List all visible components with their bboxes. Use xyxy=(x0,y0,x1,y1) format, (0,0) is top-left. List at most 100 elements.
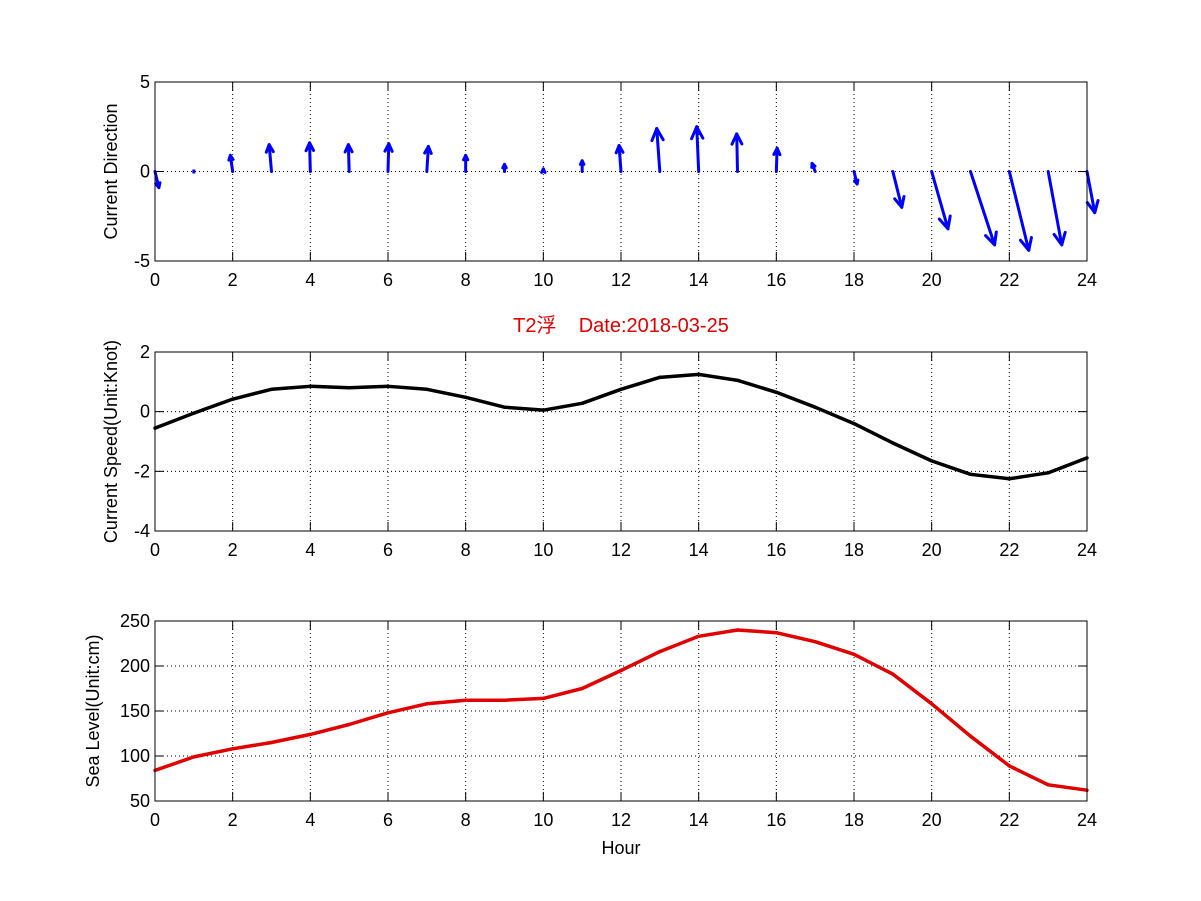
data-point xyxy=(852,652,856,656)
arrow-shaft xyxy=(735,132,739,173)
direction-arrow xyxy=(264,143,275,173)
data-point xyxy=(463,395,468,400)
direction-arrow xyxy=(578,159,586,173)
x-tick-label: 2 xyxy=(228,270,238,290)
arrow-shaft xyxy=(655,127,662,173)
arrow-head xyxy=(462,153,470,162)
data-point xyxy=(1046,783,1050,787)
x-tick-label: 6 xyxy=(383,270,393,290)
direction-arrow xyxy=(383,142,394,173)
arrow-head xyxy=(154,181,162,190)
direction-arrow xyxy=(772,146,782,173)
x-axis-label: Hour xyxy=(601,838,640,858)
x-tick-label: 4 xyxy=(305,810,315,830)
y-tick-label: -4 xyxy=(134,521,150,541)
x-tick-label: 22 xyxy=(999,810,1019,830)
data-point xyxy=(541,696,546,701)
y-axis-label: Current Speed(Unit:Knot) xyxy=(101,340,121,543)
arrow-head xyxy=(984,230,998,247)
data-point xyxy=(347,386,351,390)
arrow-shaft xyxy=(695,125,701,173)
arrow-shaft xyxy=(1007,170,1031,252)
y-tick-label: 0 xyxy=(140,402,150,422)
y-tick-label: 2 xyxy=(140,342,150,362)
data-point xyxy=(541,408,546,412)
x-tick-label: 22 xyxy=(999,270,1019,290)
arrow-head xyxy=(1085,199,1100,215)
arrow-shaft xyxy=(1046,170,1064,247)
x-tick-label: 2 xyxy=(228,810,238,830)
x-tick-label: 24 xyxy=(1077,270,1097,290)
arrow-shaft xyxy=(267,143,273,173)
data-point xyxy=(735,378,740,383)
arrow-head xyxy=(853,178,860,186)
data-point xyxy=(308,732,313,737)
data-point xyxy=(192,411,196,415)
arrow-head xyxy=(650,127,665,143)
arrow-shaft xyxy=(386,142,391,173)
direction-arrow xyxy=(810,161,817,173)
x-tick-label: 16 xyxy=(766,810,786,830)
direction-arrow xyxy=(501,162,508,173)
data-point xyxy=(386,384,390,389)
data-point xyxy=(192,755,196,759)
y-tick-label: 200 xyxy=(120,656,150,676)
arrow-shaft xyxy=(969,170,997,247)
x-tick-label: 8 xyxy=(461,810,471,830)
direction-arrow xyxy=(227,153,235,173)
direction-arrow xyxy=(852,170,860,186)
x-tick-label: 0 xyxy=(150,540,160,560)
arrow-shaft xyxy=(425,144,430,173)
arrow-head xyxy=(893,194,906,209)
x-tick-label: 6 xyxy=(383,810,393,830)
data-point xyxy=(1007,764,1012,768)
data-point xyxy=(425,387,429,391)
arrow-head xyxy=(690,125,705,141)
arrow-head xyxy=(730,132,744,146)
direction-arrow xyxy=(690,125,705,173)
arrow-head xyxy=(264,143,275,154)
data-point xyxy=(929,702,934,706)
arrow-head xyxy=(578,159,586,166)
direction-arrow xyxy=(891,170,906,209)
direction-arrow xyxy=(614,144,625,173)
data-point xyxy=(502,405,507,409)
x-tick-label: 10 xyxy=(533,540,553,560)
direction-arrow xyxy=(730,132,744,173)
direction-arrow xyxy=(304,141,316,173)
data-point xyxy=(230,397,235,401)
data-point xyxy=(658,649,662,654)
data-point xyxy=(386,711,390,715)
arrow-shaft xyxy=(617,144,623,173)
data-point xyxy=(619,668,623,673)
arrow-head xyxy=(423,144,433,155)
x-tick-label: 14 xyxy=(689,810,709,830)
data-point xyxy=(1007,477,1012,481)
x-tick-label: 20 xyxy=(922,270,942,290)
plot-area xyxy=(155,352,1087,531)
x-tick-label: 0 xyxy=(150,270,160,290)
direction-arrow xyxy=(343,143,354,173)
x-tick-label: 6 xyxy=(383,540,393,560)
arrow-head xyxy=(772,146,782,157)
data-point xyxy=(347,722,351,727)
x-tick-label: 10 xyxy=(533,270,553,290)
arrow-head xyxy=(383,142,394,153)
arrow-head xyxy=(227,153,235,162)
x-tick-label: 24 xyxy=(1077,540,1097,560)
x-tick-label: 18 xyxy=(844,270,864,290)
y-tick-label: 50 xyxy=(130,791,150,811)
data-point xyxy=(502,698,507,702)
direction-arrow xyxy=(153,170,162,190)
data-point xyxy=(929,459,934,463)
x-tick-label: 18 xyxy=(844,810,864,830)
data-point xyxy=(230,747,235,751)
y-tick-label: 100 xyxy=(120,746,150,766)
data-point xyxy=(735,628,740,632)
arrow-head xyxy=(304,141,316,153)
data-point xyxy=(813,640,817,644)
arrow-head xyxy=(810,161,817,169)
